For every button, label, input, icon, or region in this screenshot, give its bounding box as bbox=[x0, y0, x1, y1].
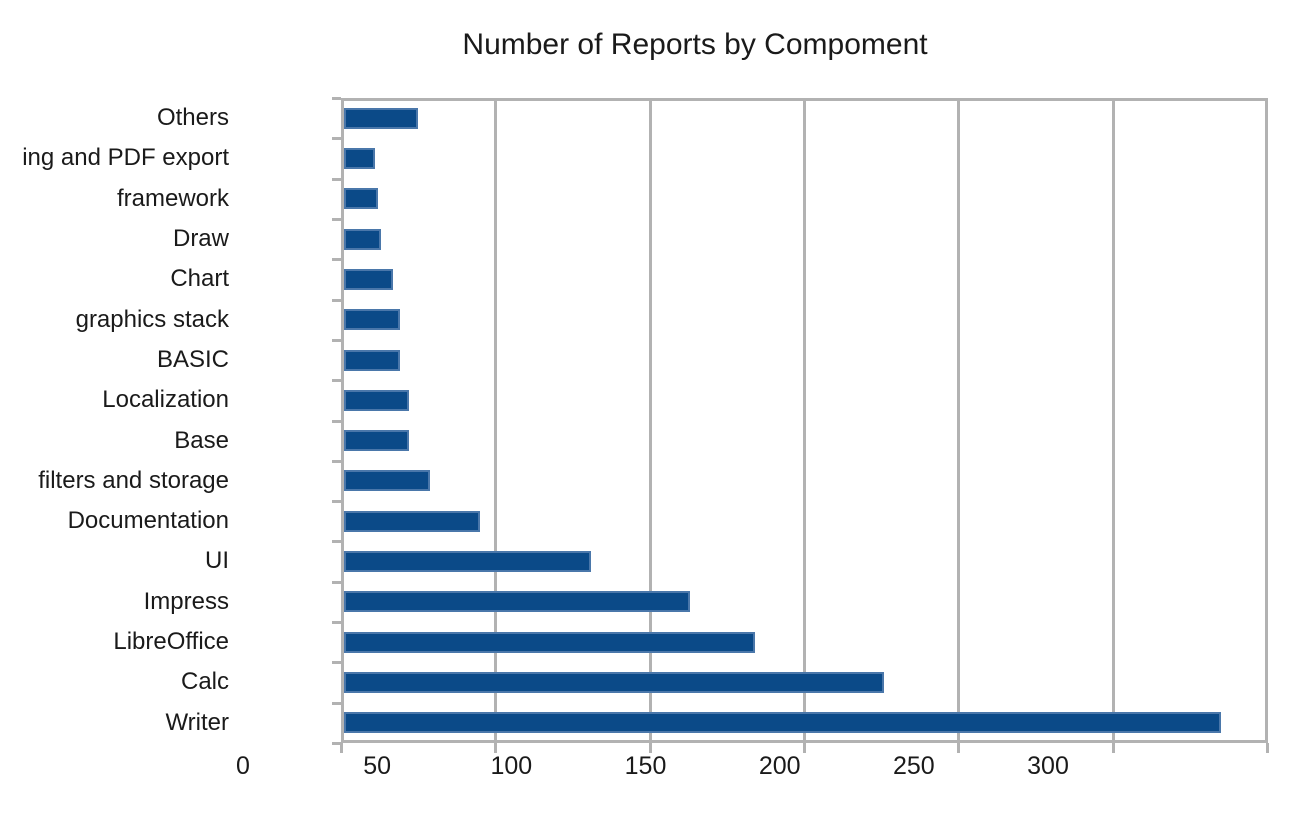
gridline bbox=[957, 98, 961, 743]
gridline bbox=[1111, 98, 1115, 743]
category-label: Others bbox=[156, 104, 229, 131]
x-tick-label: 200 bbox=[758, 752, 801, 780]
x-tick-label: 150 bbox=[624, 752, 667, 780]
category-label: UI bbox=[205, 547, 229, 575]
y-axis-tick bbox=[332, 742, 341, 745]
bar bbox=[344, 470, 430, 492]
category-label: ing and PDF export bbox=[22, 144, 229, 172]
x-axis-tick bbox=[494, 743, 498, 753]
bar bbox=[344, 228, 381, 250]
y-axis-tick bbox=[332, 298, 341, 302]
x-axis-tick bbox=[957, 743, 961, 753]
category-label: Base bbox=[174, 426, 229, 454]
y-axis-tick bbox=[332, 258, 341, 262]
bar bbox=[344, 712, 1221, 734]
gridline bbox=[494, 98, 498, 743]
y-axis-tick bbox=[332, 379, 341, 383]
y-axis-tick bbox=[332, 661, 341, 665]
y-axis-tick bbox=[332, 701, 341, 705]
y-axis-tick bbox=[332, 621, 341, 625]
category-label: Localization bbox=[102, 386, 229, 414]
bar bbox=[344, 551, 591, 573]
bar bbox=[344, 591, 690, 613]
y-axis-tick bbox=[332, 419, 341, 423]
bar bbox=[344, 349, 400, 371]
category-label: filters and storage bbox=[38, 466, 229, 494]
category-label: framework bbox=[116, 184, 229, 212]
bar bbox=[344, 188, 378, 210]
x-tick-label: 300 bbox=[1027, 752, 1069, 780]
bar bbox=[344, 672, 884, 694]
bar bbox=[344, 309, 400, 331]
y-axis-tick bbox=[332, 97, 341, 100]
y-axis-tick bbox=[332, 137, 341, 141]
category-label: Documentation bbox=[67, 507, 229, 535]
y-axis-tick bbox=[332, 459, 341, 463]
category-label: Calc bbox=[180, 668, 229, 696]
bar bbox=[344, 510, 480, 532]
category-label: Draw bbox=[172, 224, 229, 252]
y-axis-tick bbox=[332, 217, 341, 221]
bar bbox=[344, 268, 393, 290]
category-label: Chart bbox=[170, 265, 229, 293]
chart-title: Number of Reports by Compoment bbox=[462, 28, 928, 61]
category-label: Writer bbox=[165, 708, 229, 736]
bar bbox=[344, 389, 409, 411]
category-label: graphics stack bbox=[75, 305, 229, 333]
category-label: Impress bbox=[143, 587, 229, 615]
category-label: LibreOffice bbox=[113, 628, 229, 656]
category-label: BASIC bbox=[156, 345, 229, 373]
x-tick-label: 250 bbox=[892, 752, 935, 780]
x-axis-tick bbox=[803, 743, 806, 753]
y-axis-tick bbox=[332, 540, 341, 544]
x-axis-tick bbox=[340, 743, 343, 753]
bar bbox=[344, 631, 755, 653]
x-axis-tick bbox=[1266, 743, 1269, 753]
y-axis-tick bbox=[332, 500, 341, 504]
y-axis-tick bbox=[332, 580, 341, 584]
x-tick-label: 0 bbox=[236, 752, 250, 780]
y-axis-tick bbox=[332, 177, 341, 181]
x-tick-label: 100 bbox=[490, 752, 533, 780]
bar bbox=[344, 147, 375, 169]
gridline bbox=[648, 98, 652, 743]
bar bbox=[344, 430, 409, 452]
x-axis-tick bbox=[648, 743, 652, 753]
x-tick-label: 50 bbox=[363, 752, 392, 780]
x-axis-tick bbox=[1111, 743, 1115, 753]
bar bbox=[344, 107, 418, 129]
y-axis-tick bbox=[332, 338, 341, 342]
gridline bbox=[803, 98, 806, 743]
